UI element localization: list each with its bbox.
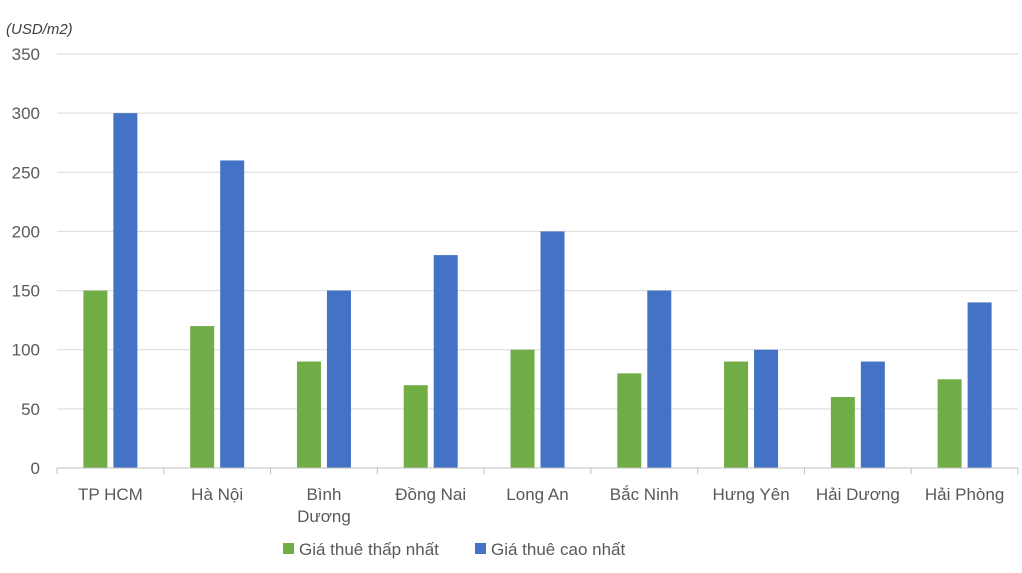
- bar-min-0: [83, 290, 108, 468]
- bar-min-5: [617, 373, 642, 468]
- bar-max-1: [220, 160, 245, 468]
- category-label: Bình Dương: [297, 485, 351, 526]
- legend-label-max: Giá thuê cao nhất: [491, 540, 625, 559]
- bar-max-2: [326, 290, 351, 468]
- unit-label: (USD/m2): [6, 21, 73, 38]
- y-tick-label: 250: [12, 163, 40, 182]
- y-axis-ticks: 0 50 100 150 200 250 300 350: [12, 45, 40, 478]
- bar-max-3: [433, 255, 458, 468]
- bar-max-0: [113, 113, 138, 469]
- bar-min-2: [296, 361, 321, 468]
- category-label: Hưng Yên: [712, 485, 789, 504]
- bar-max-8: [967, 302, 992, 468]
- y-tick-label: 0: [31, 459, 40, 478]
- category-label: Bắc Ninh: [610, 485, 679, 504]
- bars: [83, 113, 992, 469]
- gridlines: [57, 53, 1018, 410]
- bar-min-8: [937, 379, 962, 468]
- legend-swatch-max: [475, 543, 486, 554]
- legend: Giá thuê thấp nhất Giá thuê cao nhất: [283, 540, 625, 559]
- legend-label-min: Giá thuê thấp nhất: [299, 540, 439, 559]
- y-tick-label: 200: [12, 222, 40, 241]
- category-label: TP HCM: [78, 485, 143, 504]
- bar-min-7: [830, 397, 855, 468]
- legend-swatch-min: [283, 543, 294, 554]
- bar-min-6: [724, 361, 749, 468]
- category-label: Đồng Nai: [395, 485, 466, 504]
- category-label: Hà Nội: [191, 485, 243, 504]
- bar-max-5: [647, 290, 672, 468]
- category-label: Hải Dương: [816, 485, 900, 504]
- category-labels: TP HCM Hà Nội Bình Dương Đồng Nai Long An Bắc …: [78, 485, 1004, 526]
- y-tick-label: 300: [12, 104, 40, 123]
- y-tick-label: 100: [12, 341, 40, 360]
- category-label: Long An: [506, 485, 568, 504]
- y-tick-label: 350: [12, 45, 40, 64]
- bar-min-4: [510, 349, 535, 468]
- bar-max-4: [540, 231, 565, 468]
- y-tick-label: 50: [21, 400, 40, 419]
- y-tick-label: 150: [12, 282, 40, 301]
- bar-max-7: [860, 361, 885, 468]
- x-axis: [56, 467, 1019, 474]
- category-label: Hải Phòng: [925, 485, 1004, 504]
- bar-max-6: [754, 349, 779, 468]
- bar-min-3: [403, 385, 428, 468]
- bar-min-1: [190, 326, 215, 468]
